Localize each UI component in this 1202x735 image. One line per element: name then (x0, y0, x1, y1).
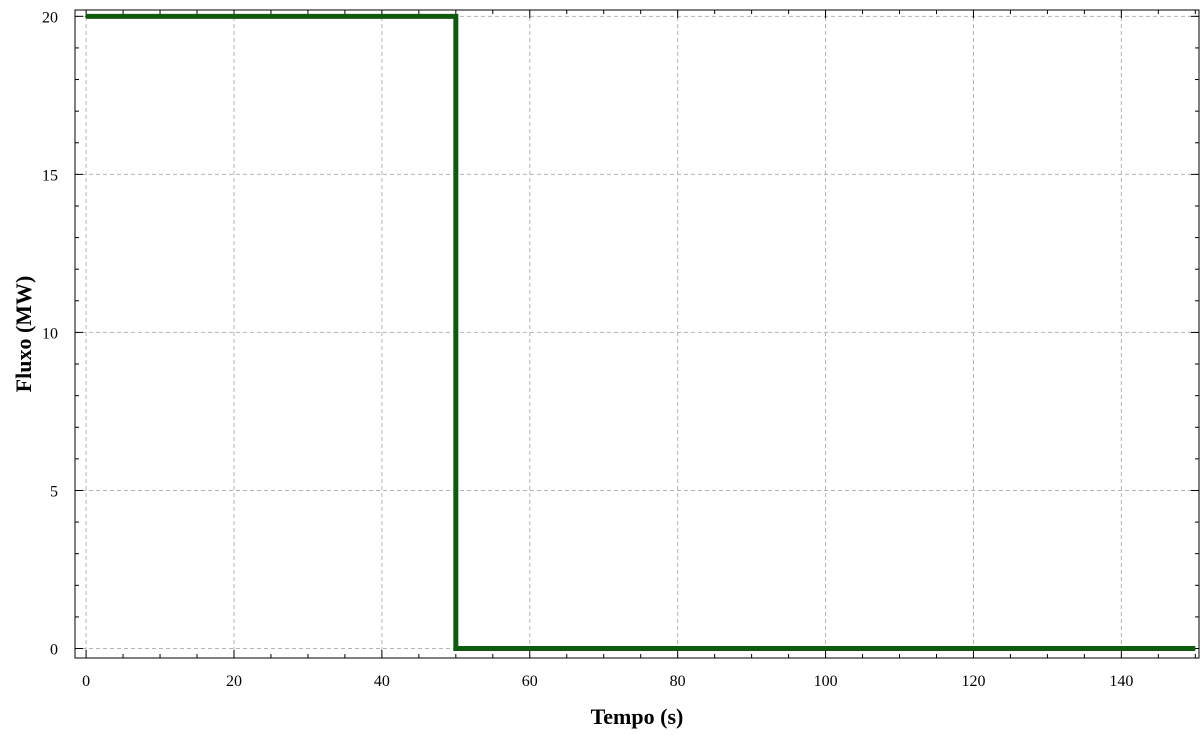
x-tick-labels: 0 20 40 60 80 100 120 140 (82, 673, 1133, 690)
y-tick-label: 15 (42, 167, 58, 184)
x-tick-label: 140 (1109, 673, 1133, 690)
y-tick-label: 5 (50, 483, 58, 500)
x-axis-title: Tempo (s) (591, 704, 684, 729)
plot-frame (74, 9, 1200, 659)
y-tick-label: 20 (42, 9, 58, 26)
x-tick-label: 120 (961, 673, 985, 690)
x-tick-label: 60 (522, 673, 538, 690)
y-tick-label: 0 (50, 642, 58, 659)
y-tick-labels: 0 5 10 15 20 (42, 9, 58, 658)
series-layer (86, 13, 1196, 652)
minor-ticks (75, 10, 1199, 658)
y-axis-title: Fluxo (MW) (11, 276, 36, 393)
series-line-0 (86, 13, 1196, 652)
x-tick-label: 40 (374, 673, 390, 690)
grid (75, 10, 1199, 658)
x-tick-label: 100 (814, 673, 838, 690)
x-tick-label: 0 (82, 673, 90, 690)
x-tick-label: 80 (670, 673, 686, 690)
y-tick-label: 10 (42, 325, 58, 342)
x-tick-label: 20 (226, 673, 242, 690)
major-ticks (75, 10, 1199, 658)
